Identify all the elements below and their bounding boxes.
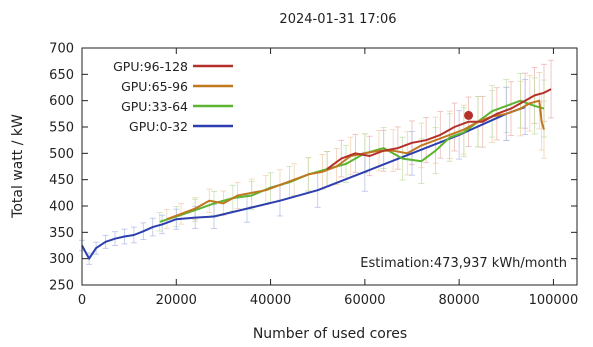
y-axis-label: Total watt / kW <box>10 114 26 219</box>
estimation-annotation: Estimation:473,937 kWh/month <box>360 256 567 271</box>
x-tick-label: 40000 <box>250 293 291 308</box>
x-tick-label: 60000 <box>344 293 385 308</box>
y-tick-label: 600 <box>49 94 74 109</box>
y-axis-ticks: 250 300 350 400 450 500 550 600 650 700 <box>49 42 577 294</box>
legend-label-2: GPU:33-64 <box>121 99 188 114</box>
chart-title: 2024-01-31 17:06 <box>279 12 396 27</box>
x-axis-ticks: 0 20000 40000 60000 80000 100000 <box>78 48 578 308</box>
y-tick-label: 700 <box>49 42 74 57</box>
y-tick-label: 300 <box>49 252 74 267</box>
y-tick-label: 500 <box>49 147 74 162</box>
legend-label-3: GPU:0-32 <box>129 119 188 134</box>
x-tick-label: 0 <box>78 293 86 308</box>
y-tick-label: 350 <box>49 226 74 241</box>
series-layer <box>81 88 552 260</box>
legend: GPU:96-128 GPU:65-96 GPU:33-64 GPU:0-32 <box>113 59 233 134</box>
series-line-3 <box>81 106 526 260</box>
legend-label-1: GPU:65-96 <box>121 79 188 94</box>
x-tick-label: 80000 <box>438 293 479 308</box>
x-tick-label: 100000 <box>529 293 579 308</box>
y-tick-label: 450 <box>49 173 74 188</box>
y-tick-label: 550 <box>49 121 74 136</box>
y-tick-label: 250 <box>49 279 74 294</box>
series-line-0 <box>326 88 552 170</box>
y-tick-label: 400 <box>49 200 74 215</box>
y-tick-label: 650 <box>49 68 74 83</box>
legend-label-0: GPU:96-128 <box>113 59 188 74</box>
plot-frame <box>81 47 578 286</box>
x-axis-label: Number of used cores <box>253 326 407 342</box>
series-highlight-point <box>464 110 474 120</box>
series-line-1 <box>166 99 545 221</box>
x-tick-label: 20000 <box>156 293 197 308</box>
